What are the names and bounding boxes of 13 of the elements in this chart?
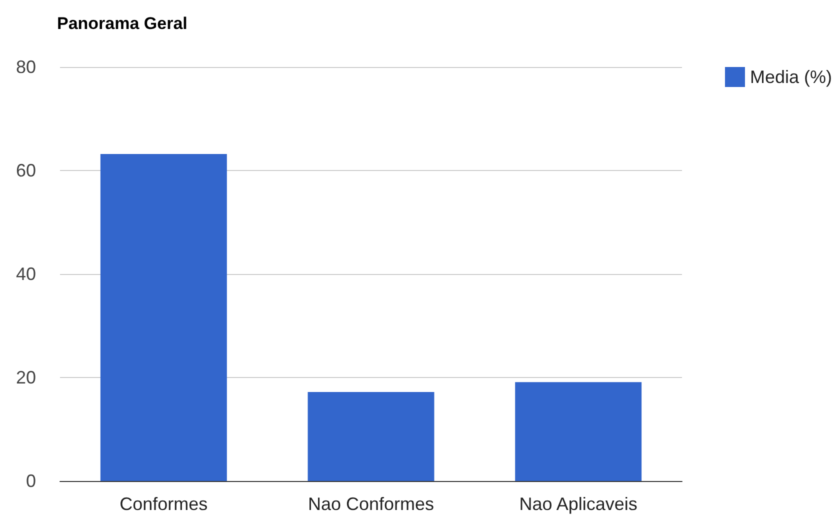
bar bbox=[100, 154, 227, 481]
y-tick-label: 60 bbox=[16, 160, 36, 180]
y-tick-label: 0 bbox=[26, 471, 36, 491]
x-tick-label: Conformes bbox=[120, 494, 208, 514]
legend-label: Media (%) bbox=[750, 67, 832, 87]
y-tick-label: 40 bbox=[16, 264, 36, 284]
bar bbox=[308, 392, 434, 481]
y-tick-label: 20 bbox=[16, 368, 36, 388]
chart-title: Panorama Geral bbox=[57, 14, 188, 33]
x-tick-label: Nao Conformes bbox=[308, 494, 434, 514]
x-tick-label: Nao Aplicaveis bbox=[519, 494, 638, 514]
bar bbox=[515, 382, 642, 481]
y-tick-label: 80 bbox=[16, 57, 36, 77]
